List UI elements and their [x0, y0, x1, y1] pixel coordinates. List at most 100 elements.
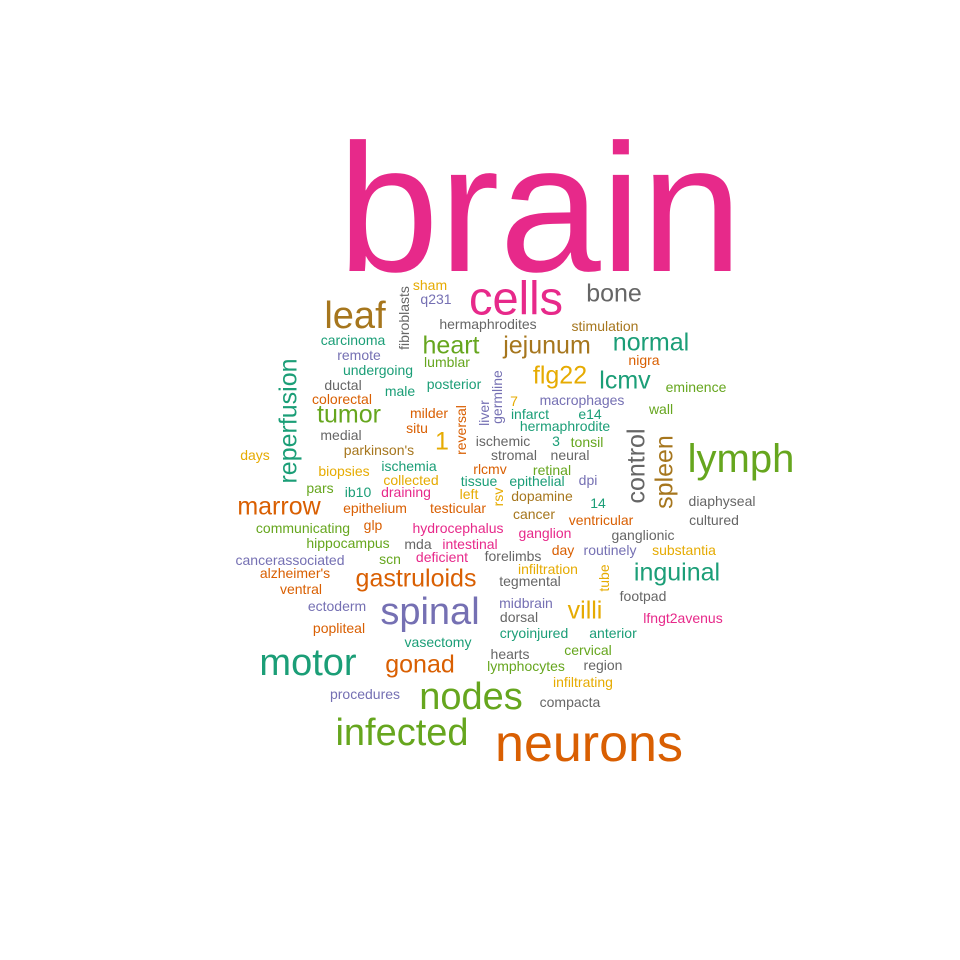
word: reversal — [453, 405, 469, 455]
word: rlcmv — [473, 461, 507, 477]
word: deficient — [415, 549, 469, 565]
word: heart — [422, 331, 480, 360]
word: ganglion — [518, 525, 572, 541]
word: forelimbs — [484, 548, 542, 564]
word: infarct — [510, 406, 550, 422]
word: stimulation — [571, 318, 639, 334]
word: germline — [489, 370, 505, 424]
word: spleen — [650, 435, 679, 509]
word: ventral — [279, 581, 323, 597]
word: bone — [586, 279, 642, 308]
word: flg22 — [532, 361, 588, 390]
word: substantia — [652, 542, 716, 558]
word: region — [583, 657, 623, 673]
word: brain — [337, 106, 743, 310]
word: colorectal — [312, 391, 372, 407]
word: compacta — [539, 694, 601, 710]
word: jejunum — [503, 331, 591, 360]
word: lymphocytes — [487, 658, 565, 674]
word: draining — [381, 484, 431, 500]
word: leaf — [324, 295, 386, 337]
word: ventricular — [568, 512, 634, 528]
word: midbrain — [499, 595, 553, 611]
word: tonsil — [570, 434, 604, 450]
word: dpi — [578, 472, 598, 488]
word: lumblar — [424, 354, 470, 370]
word: ectoderm — [307, 598, 367, 614]
word: routinely — [583, 542, 637, 558]
word: milder — [409, 405, 449, 421]
word: dorsal — [499, 609, 539, 625]
word: infiltration — [518, 561, 578, 577]
word: cryoinjured — [499, 625, 569, 641]
word: vasectomy — [404, 634, 472, 650]
word: hermaphrodite — [519, 418, 611, 434]
word: hearts — [490, 646, 530, 662]
word: situ — [406, 420, 428, 436]
word: hippocampus — [306, 535, 390, 551]
word: sham — [412, 277, 448, 293]
word: inguinal — [633, 558, 721, 587]
word: intestinal — [442, 536, 498, 552]
word: villi — [567, 596, 603, 625]
word: stromal — [491, 447, 537, 463]
word: diaphyseal — [688, 493, 756, 509]
word: tumor — [317, 400, 381, 429]
word: infected — [335, 712, 469, 754]
word: parkinson's — [343, 442, 415, 458]
word: biopsies — [318, 463, 370, 479]
word: spinal — [380, 591, 480, 633]
word: male — [384, 383, 416, 399]
word: cultured — [689, 512, 739, 528]
word: undergoing — [342, 362, 414, 378]
word: e14 — [578, 406, 602, 422]
word: alzheimer's — [259, 565, 331, 581]
word: q231 — [420, 291, 452, 307]
word: fibroblasts — [396, 286, 412, 350]
word: ischemia — [381, 458, 437, 474]
word: tube — [596, 564, 612, 592]
word: liver — [476, 400, 492, 426]
word: motor — [259, 642, 357, 684]
word: macrophages — [539, 392, 625, 408]
word: medial — [320, 427, 362, 443]
word: hermaphrodites — [439, 316, 537, 332]
word: gastruloids — [355, 564, 477, 593]
word: gonad — [385, 650, 455, 679]
word: anterior — [589, 625, 637, 641]
word: procedures — [329, 686, 401, 702]
word: 7 — [510, 393, 518, 409]
word: eminence — [665, 379, 727, 395]
word: posterior — [426, 376, 482, 392]
word: lfngt2avenus — [643, 610, 723, 626]
word: remote — [337, 347, 381, 363]
word: mda — [404, 536, 432, 552]
word: rsv — [490, 487, 506, 507]
word: retinal — [532, 462, 572, 478]
word: glp — [363, 517, 383, 533]
word: ib10 — [344, 484, 372, 500]
word: tegmental — [499, 573, 561, 589]
word: 14 — [590, 495, 606, 511]
word: neurons — [495, 715, 683, 773]
word: popliteal — [312, 620, 366, 636]
word: cells — [468, 271, 564, 325]
word: dopamine — [511, 488, 573, 504]
word: ganglionic — [611, 527, 675, 543]
word: scn — [379, 551, 401, 567]
word: neural — [550, 447, 590, 463]
word: epithelium — [343, 500, 407, 516]
word: lymph — [687, 437, 795, 481]
word: 1 — [435, 427, 449, 456]
word: footpad — [619, 588, 667, 604]
word: normal — [612, 328, 690, 357]
word: ductal — [324, 377, 362, 393]
word: cervical — [564, 642, 612, 658]
word: infiltrating — [553, 674, 613, 690]
word: cancer — [512, 506, 556, 522]
word: epithelial — [509, 473, 565, 489]
word: hydrocephalus — [412, 520, 504, 536]
word: control — [622, 428, 651, 504]
word: pars — [306, 480, 334, 496]
